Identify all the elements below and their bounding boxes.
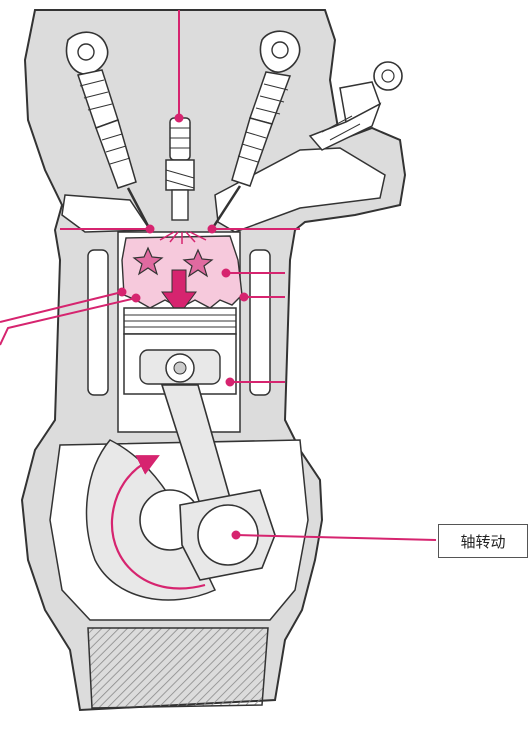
piston (123, 307, 237, 395)
explosion-star-left (132, 246, 164, 276)
callout-lines (0, 10, 437, 541)
exhaust-valve (212, 30, 301, 227)
exhaust-port (214, 147, 386, 233)
intake-valve (65, 31, 150, 227)
intake-port (61, 194, 152, 233)
spark-plug (165, 117, 195, 221)
spark-rays (159, 231, 207, 244)
fuel-injector (308, 61, 403, 151)
explosion-star-right (182, 248, 214, 278)
water-jacket-right (249, 249, 271, 396)
oil-sump (87, 627, 269, 709)
water-jacket-left (87, 249, 109, 396)
crankshaft-rotation-label: 轴转动 (438, 524, 528, 558)
rotation-arrow (110, 455, 206, 590)
downward-force-arrow (161, 269, 197, 316)
